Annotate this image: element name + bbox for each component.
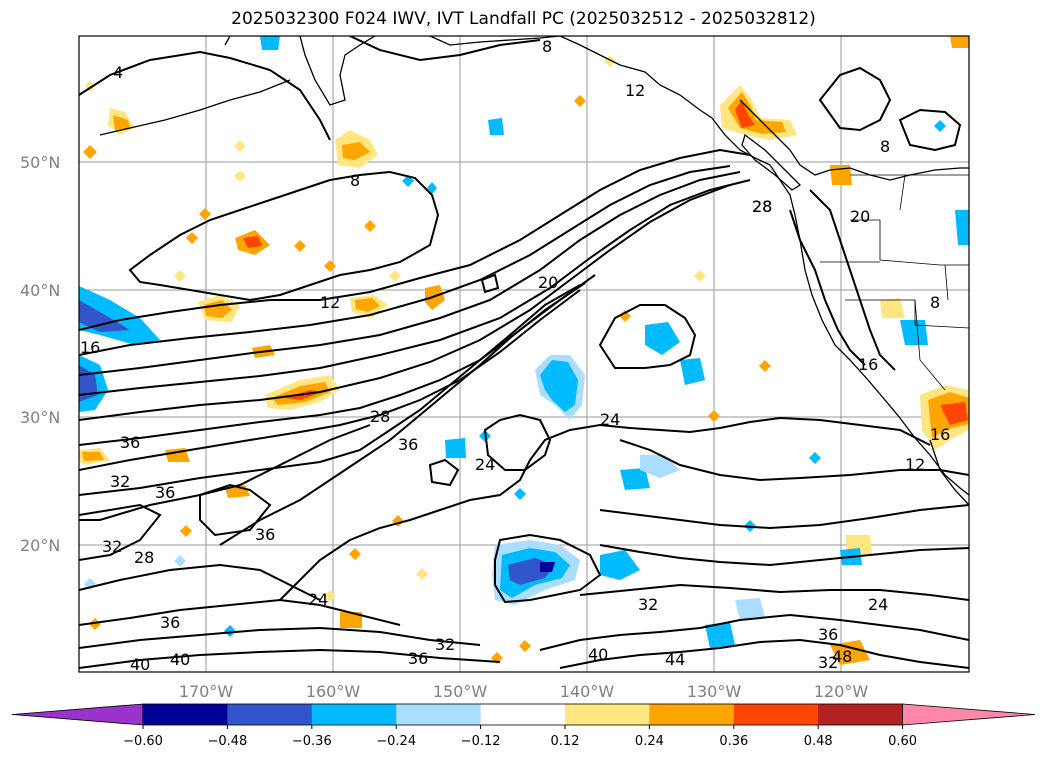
lon-label-160w: 160°W <box>306 682 361 701</box>
colorbar: −0.60 −0.48 −0.36 −0.24 −0.12 0.12 0.24 0.36 0.4… <box>11 703 1036 749</box>
contour-label: 40 <box>170 650 190 669</box>
map-title: 2025032300 F024 IWV, IVT Landfall PC (20… <box>231 9 816 29</box>
contour-label: 28 <box>134 548 154 567</box>
colorbar-tick-label: 0.24 <box>635 734 664 749</box>
lon-label-120w: 120°W <box>814 682 869 701</box>
contour-label: 12 <box>320 293 340 312</box>
contour-label: 24 <box>600 410 620 429</box>
contour-label: 48 <box>832 647 852 666</box>
colorbar-segment <box>818 704 904 725</box>
iwv-contours <box>79 36 969 669</box>
contour-label: 40 <box>588 645 608 664</box>
contour-labels: 4 8 8 12 12 16 20 28 28 36 36 32 36 32 2… <box>80 37 950 674</box>
contour-label: 8 <box>930 293 940 312</box>
contour-label: 20 <box>538 273 558 292</box>
contour-label: 32 <box>638 595 658 614</box>
plot-frame <box>78 35 970 673</box>
contour-label: 8 <box>880 137 890 156</box>
contour-label: 12 <box>625 81 645 100</box>
contour-label: 36 <box>255 525 275 544</box>
colorbar-tick-label: 0.48 <box>804 734 833 749</box>
contour-label: 8 <box>350 171 360 190</box>
longitude-labels: 170°W 160°W 150°W 140°W 130°W 120°W <box>179 682 869 701</box>
contour-label: 28 <box>752 197 772 216</box>
lon-label-140w: 140°W <box>560 682 615 701</box>
lon-label-150w: 150°W <box>433 682 488 701</box>
lon-label-130w: 130°W <box>687 682 742 701</box>
colorbar-segment <box>143 704 228 725</box>
contour-label: 36 <box>818 625 838 644</box>
lon-label-170w: 170°W <box>179 682 234 701</box>
lat-label-40n: 40°N <box>20 281 60 300</box>
contour-label: 32 <box>110 472 130 491</box>
lat-label-50n: 50°N <box>20 153 60 172</box>
contour-label: 12 <box>905 455 925 474</box>
contour-label: 36 <box>120 433 140 452</box>
contour-label: 44 <box>665 650 685 669</box>
contour-label: 8 <box>542 37 552 56</box>
colorbar-segment <box>480 704 566 725</box>
shaded-anomalies <box>79 36 969 665</box>
colorbar-segment <box>733 704 819 725</box>
colorbar-tick-label: 0.60 <box>888 734 917 749</box>
lat-label-20n: 20°N <box>20 536 60 555</box>
colorbar-segment <box>396 704 482 725</box>
contour-label: 32 <box>102 537 122 556</box>
contour-label: 36 <box>408 649 428 668</box>
colorbar-tick-label: 0.12 <box>551 734 580 749</box>
contour-label: 32 <box>435 635 455 654</box>
colorbar-tick-label: −0.48 <box>207 734 247 749</box>
contour-label: 16 <box>930 425 950 444</box>
contour-label: 36 <box>398 435 418 454</box>
latitude-labels: 20°N 30°N 40°N 50°N <box>20 153 60 555</box>
contour-label: 40 <box>130 655 150 674</box>
contour-label: 28 <box>370 407 390 426</box>
contour-label: 4 <box>113 63 123 82</box>
colorbar-segment <box>649 704 735 725</box>
contour-label: 36 <box>155 483 175 502</box>
colorbar-frame <box>142 703 903 726</box>
contour-label: 32 <box>818 653 838 672</box>
contour-label: 16 <box>858 355 878 374</box>
colorbar-segment <box>565 704 650 725</box>
colorbar-segment <box>227 704 313 725</box>
contour-label: 36 <box>160 613 180 632</box>
colorbar-tick-label: −0.60 <box>123 734 163 749</box>
lat-label-30n: 30°N <box>20 408 60 427</box>
coastlines <box>99 36 969 506</box>
colorbar-tick-label: −0.24 <box>376 734 416 749</box>
contour-label: 16 <box>80 338 100 357</box>
colorbar-tick-label: −0.36 <box>292 734 332 749</box>
colorbar-tick-label: 0.36 <box>719 734 748 749</box>
colorbar-extend-high <box>902 703 1036 726</box>
colorbar-tick-label: −0.12 <box>461 734 501 749</box>
contour-label: 24 <box>475 455 495 474</box>
contour-label: 28 <box>752 197 772 216</box>
colorbar-segment <box>311 704 397 725</box>
colorbar-extend-low <box>11 703 144 726</box>
contour-label: 24 <box>308 590 328 609</box>
contour-label: 24 <box>868 595 888 614</box>
contour-label: 20 <box>850 207 870 226</box>
